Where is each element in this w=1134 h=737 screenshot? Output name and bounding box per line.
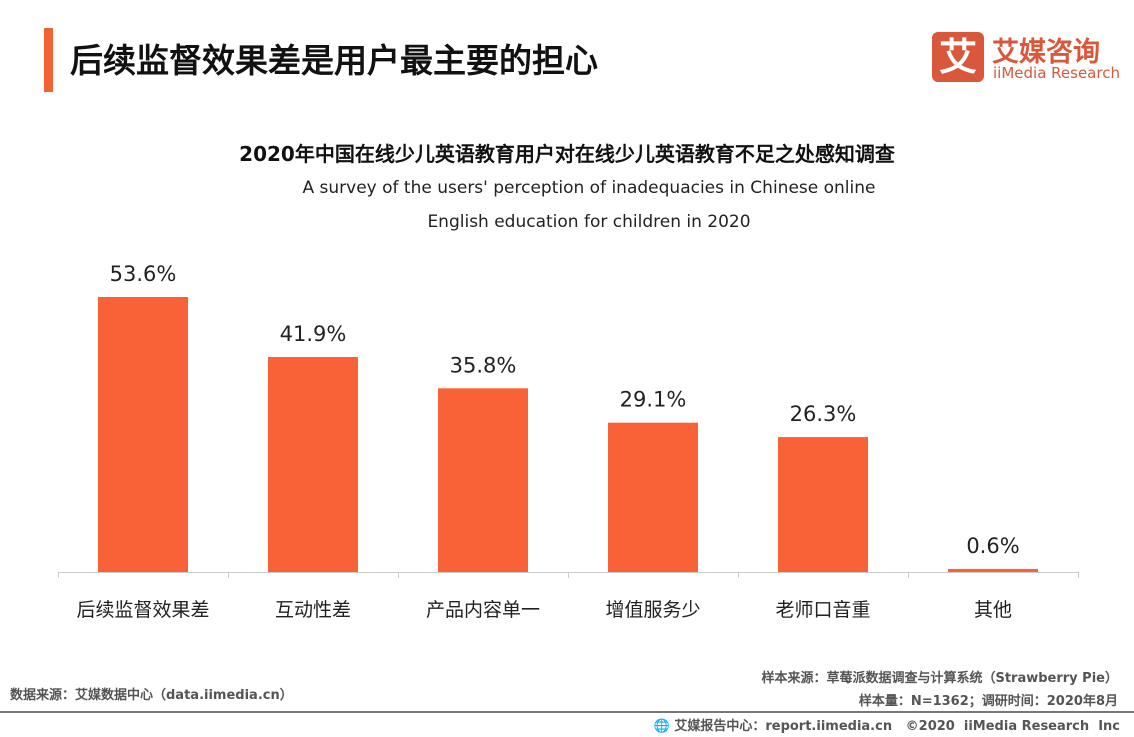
data-label: 26.3%: [790, 402, 857, 426]
category-label: 老师口音重: [775, 599, 870, 621]
bar: [948, 568, 1038, 572]
data-label: 53.6%: [110, 262, 177, 286]
logo-text-en: iiMedia Research: [993, 64, 1120, 82]
data-label: 29.1%: [620, 388, 687, 412]
category-label: 后续监督效果差: [76, 599, 209, 621]
report-center-line: 🌐 艾媒报告中心：report.iimedia.cn ©2020 iiMedia…: [654, 715, 1120, 734]
report-center: 艾媒报告中心：report.iimedia.cn ©2020 iiMedia R…: [674, 719, 1120, 734]
bar: [268, 357, 358, 572]
footer-divider: [0, 711, 1134, 713]
bar: [778, 437, 868, 572]
bar: [98, 297, 188, 572]
data-label: 0.6%: [966, 534, 1019, 558]
iimedia-logo-icon: 艾: [932, 32, 984, 82]
category-label: 增值服务少: [605, 599, 700, 621]
bar: [438, 388, 528, 572]
bar: [608, 422, 698, 572]
chart-subtitle-line-2: English education for children in 2020: [427, 212, 751, 232]
category-label: 产品内容单一: [426, 599, 540, 621]
sample-source: 样本来源：草莓派数据调查与计算系统（Strawberry Pie）: [761, 671, 1118, 686]
bar-chart: 53.6% 后续监督效果差 41.9% 互动性差 35.8% 产品内容单一 29.1% 增值服…: [58, 262, 1079, 621]
category-label: 其他: [974, 599, 1012, 621]
chart-subtitle-line-1: A survey of the users' perception of ina…: [302, 178, 876, 198]
data-label: 41.9%: [280, 322, 347, 346]
data-label: 35.8%: [450, 353, 517, 377]
chart-title: 2020年中国在线少儿英语教育用户对在线少儿英语教育不足之处感知调查: [239, 142, 895, 166]
category-label: 互动性差: [275, 599, 351, 621]
page-title: 后续监督效果差是用户最主要的担心: [70, 41, 598, 80]
sample-size: 样本量：N=1362；调研时间：2020年8月: [858, 694, 1118, 709]
logo-text-cn: 艾媒咨询: [992, 37, 1100, 68]
data-source: 数据来源：艾媒数据中心（data.iimedia.cn）: [10, 688, 293, 703]
globe-icon: 🌐: [653, 719, 675, 734]
title-accent-bar: [44, 28, 53, 92]
